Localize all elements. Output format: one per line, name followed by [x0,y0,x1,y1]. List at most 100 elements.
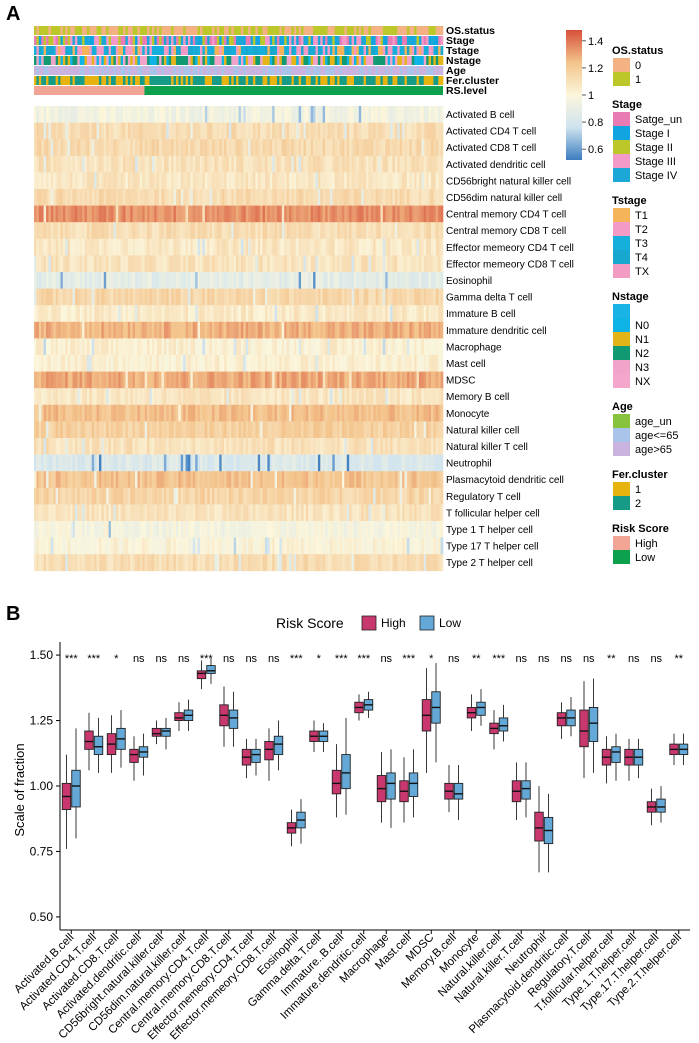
heatmap-cell [245,388,249,406]
heatmap-cell [418,371,422,389]
annotation-cell [166,36,170,45]
heatmap-cell [289,222,292,240]
annotation-cell [334,36,338,45]
heatmap-cell [228,205,232,223]
heatmap-cell [36,321,40,339]
heatmap-cell [180,471,184,489]
heatmap-cell [421,122,425,140]
heatmap-cell [106,255,109,273]
heatmap-cell [402,471,405,489]
heatmap-cell [125,189,129,206]
heatmap-cell [411,321,415,339]
heatmap-cell [293,338,297,356]
heatmap-cell [325,404,328,422]
heatmap-cell [46,438,49,455]
heatmap-cell [250,404,254,422]
heatmap-cell [38,371,42,389]
heatmap-row [34,404,444,422]
heatmap-cell [79,122,83,140]
annotation-cell [185,36,189,45]
heatmap-cell [91,205,95,223]
heatmap-cell [293,421,297,439]
heatmap-cell [433,404,437,422]
heatmap-cell [397,404,400,422]
heatmap-cell [137,255,141,273]
annotation-cell [127,46,131,55]
heatmap-cell [55,288,59,306]
heatmap-cell [72,305,76,323]
annotation-cell [202,66,206,75]
annotation-cell [332,76,336,85]
heatmap-cell [279,222,283,240]
heatmap-cell [370,471,374,489]
heatmap-cell [142,355,145,372]
heatmap-cell [142,305,145,323]
annotation-cell [243,46,247,55]
heatmap-cell [190,155,194,173]
heatmap-cell [106,321,109,339]
heatmap-cell [409,155,413,173]
heatmap-cell [161,222,165,240]
annotation-cell [120,56,124,65]
heatmap-cell [50,172,54,190]
annotation-cell [438,66,441,75]
annotation-cell [115,76,119,85]
heatmap-cell [53,471,56,489]
heatmap-cell [226,272,230,289]
heatmap-cell [74,487,78,505]
heatmap-cell [192,404,196,422]
heatmap-cell [289,471,292,489]
heatmap-cell [320,321,324,339]
heatmap-cell [385,454,388,472]
annotation-cell [50,26,54,35]
heatmap-cell [96,172,100,190]
heatmap-cell [320,355,324,372]
heatmap-cell [440,388,444,406]
annotation-cell [60,26,64,35]
heatmap-cell [219,438,222,455]
heatmap-cell [192,421,196,439]
heatmap-cell [286,288,290,306]
annotation-cell [353,56,357,65]
heatmap-cell [84,255,88,273]
heatmap-cell [351,338,355,356]
annotation-cell [36,36,40,45]
heatmap-cell [327,438,331,455]
annotation-cell [82,56,85,65]
heatmap-cell [60,238,64,256]
heatmap-cell [236,222,239,240]
heatmap-cell [147,388,150,406]
heatmap-cell [113,238,117,256]
heatmap-cell [303,321,307,339]
heatmap-cell [257,205,261,223]
heatmap-cell [125,404,129,422]
annotation-cell [284,56,287,65]
heatmap-cell [240,255,244,273]
heatmap-cell [156,255,160,273]
heatmap-cell [58,222,61,240]
heatmap-cell [313,338,316,356]
heatmap-cell [48,205,52,223]
heatmap-cell [91,272,95,289]
heatmap-cell [236,388,239,406]
annotation-cell [262,66,266,75]
heatmap-cell [120,222,124,240]
heatmap-cell [130,288,133,306]
heatmap-cell [70,255,73,273]
annotation-cell [139,76,143,85]
heatmap-cell [224,222,227,240]
heatmap-cell [276,205,280,223]
heatmap-cell [98,222,102,240]
heatmap-cell [207,222,210,240]
heatmap-cell [390,338,393,356]
annotation-cell [291,46,295,55]
heatmap-cell [322,172,326,190]
heatmap-cell [43,288,47,306]
heatmap-cell [94,106,97,123]
annotation-cell [272,56,275,65]
heatmap-cell [310,155,314,173]
heatmap-cell [82,189,85,206]
annotation-cell [204,66,208,75]
heatmap-cell [252,321,256,339]
heatmap-cell [240,189,244,206]
